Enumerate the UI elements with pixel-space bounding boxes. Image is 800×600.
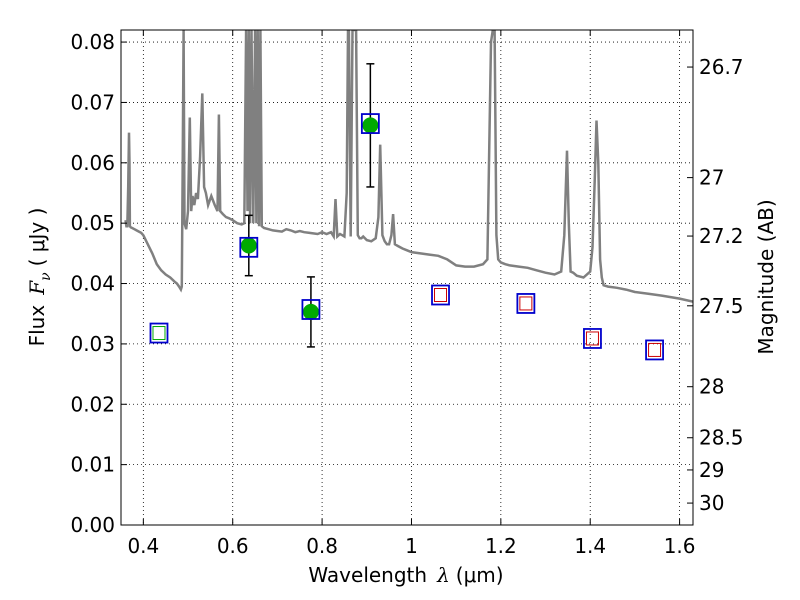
model-photometry-marker — [516, 293, 536, 314]
model-photometry-points — [149, 113, 664, 361]
y-tick-label: 0.06 — [70, 151, 115, 175]
y-tick-label: 0.03 — [70, 332, 115, 356]
y-tick-label: 0.07 — [70, 90, 115, 114]
band-marker — [434, 288, 448, 303]
x-axis-label: Wavelength λ (μm) — [308, 563, 503, 587]
y-tick-label: 0.02 — [70, 392, 115, 416]
band-markers — [152, 288, 662, 357]
y2-tick-label: 29 — [699, 458, 724, 482]
model-photometry-marker — [645, 339, 664, 361]
plot-frame — [120, 29, 694, 526]
x-tick-label: 1.4 — [574, 534, 606, 558]
plot-area — [124, 30, 693, 361]
model-photometry-marker — [360, 113, 380, 134]
y2-tick-label: 27.5 — [699, 294, 744, 318]
x-tick-label: 1.2 — [485, 534, 517, 558]
y2-tick-label: 27 — [699, 166, 724, 190]
y2-tick-label: 27.2 — [699, 224, 744, 248]
band-marker — [585, 331, 599, 346]
y2-tick-label: 26.7 — [699, 55, 744, 79]
y2-axis-label: Magnitude (AB) — [754, 199, 778, 354]
x-tick-label: 0.8 — [306, 534, 338, 558]
ticks: 0.4 0.6 0.8 1 1.2 1.4 1.6 0.00 0.01 0.02 0.03 0.04 0… — [70, 30, 744, 558]
model-photometry-marker — [301, 299, 321, 320]
y-tick-label: 0.08 — [70, 30, 115, 54]
y2-tick-label: 30 — [699, 491, 724, 515]
model-photometry-marker — [149, 322, 169, 344]
observed-flux-marker — [302, 303, 319, 320]
x-tick-label: 1.6 — [664, 534, 696, 558]
observed-flux-marker — [240, 237, 257, 254]
model-photometry-marker — [583, 328, 602, 349]
y2-tick-label: 28 — [699, 375, 724, 399]
y-tick-label: 0.01 — [70, 453, 115, 477]
y-tick-label: 0.04 — [70, 272, 115, 296]
band-marker — [152, 326, 166, 341]
model-spectrum-line — [124, 30, 693, 303]
x-tick-label: 1 — [405, 534, 418, 558]
observed-points — [240, 117, 379, 320]
observed-flux-marker — [362, 117, 379, 134]
model-photometry-marker — [431, 284, 450, 306]
y-tick-label: 0.00 — [70, 513, 115, 537]
y-tick-label: 0.05 — [70, 211, 115, 235]
model-photometry-marker — [239, 236, 259, 258]
y-axis-label: FluxFν( μJy ) — [25, 208, 54, 347]
x-tick-label: 0.6 — [217, 534, 249, 558]
y2-tick-label: 28.5 — [699, 426, 744, 450]
band-marker — [648, 342, 662, 357]
x-tick-label: 0.4 — [127, 534, 159, 558]
band-marker — [519, 296, 533, 311]
